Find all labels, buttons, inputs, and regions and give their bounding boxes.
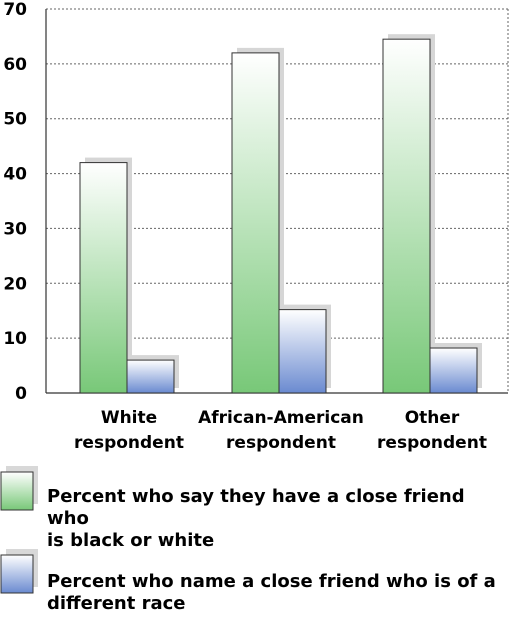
y-tick-label: 30	[3, 219, 27, 239]
legend-label-line: Percent who name a close friend who is o…	[47, 571, 496, 592]
bar-series-1-2	[231, 52, 280, 394]
bar-series-2-3	[429, 347, 478, 394]
y-tick-label: 40	[3, 165, 27, 185]
legend-swatches	[0, 466, 38, 594]
bar-series-1-3	[382, 38, 431, 394]
labels: 0 10 20 30 40 50 60 70 White respondent African-Am…	[3, 0, 487, 453]
x-category-label: White	[101, 408, 157, 428]
y-tick-label: 10	[3, 329, 27, 349]
x-category-label: Other	[405, 408, 460, 428]
bar-chart: 0 10 20 30 40 50 60 70 White respondent African-Am…	[3, 0, 509, 453]
x-category-label: respondent	[74, 433, 184, 453]
y-tick-label: 50	[3, 110, 27, 130]
legend-label-line: is black or white	[47, 530, 215, 551]
legend-swatch-series-1	[0, 471, 34, 511]
y-tick-label: 0	[15, 384, 27, 404]
legend-label-line: Percent who say they have a close friend…	[47, 486, 465, 529]
legend-label-series-1: Percent who say they have a close friend…	[47, 486, 502, 552]
x-category-label: respondent	[377, 433, 487, 453]
x-category-label: respondent	[226, 433, 336, 453]
y-tick-label: 60	[3, 55, 27, 75]
legend-swatch-series-2	[0, 554, 34, 594]
bar-series-2-2	[278, 309, 327, 394]
x-category-label: African-American	[198, 408, 364, 428]
bar-series-2-1	[126, 359, 175, 394]
bar-series-1-1	[79, 162, 128, 394]
legend-label-line: different race	[47, 593, 186, 614]
y-tick-label: 20	[3, 274, 27, 294]
bars	[79, 34, 482, 394]
legend-label-series-2: Percent who name a close friend who is o…	[47, 571, 502, 615]
y-tick-label: 70	[3, 0, 27, 20]
